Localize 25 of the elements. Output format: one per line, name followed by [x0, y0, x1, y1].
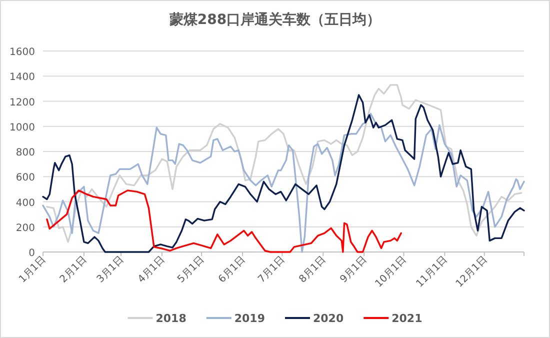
x-tick-label: 4月1日	[136, 254, 168, 286]
legend-label: 2018	[156, 312, 186, 325]
legend-label: 2019	[234, 312, 265, 325]
y-tick-label: 200	[16, 222, 35, 234]
y-tick-label: 1000	[10, 122, 35, 134]
legend-label: 2021	[392, 312, 422, 325]
x-tick-label: 5月1日	[176, 254, 207, 286]
y-tick-label: 1400	[10, 72, 35, 84]
y-tick-label: 600	[16, 172, 35, 184]
x-tick-label: 12月1日	[454, 254, 490, 290]
y-tick-label: 1200	[10, 97, 35, 108]
x-tick-label: 11月1日	[414, 254, 450, 290]
x-tick-label: 8月1日	[297, 254, 328, 286]
y-tick-label: 0	[28, 248, 35, 259]
y-tick-label: 1600	[10, 47, 35, 58]
x-tick-label: 10月1日	[373, 254, 409, 290]
x-tick-label: 7月1日	[256, 254, 288, 286]
y-tick-label: 400	[16, 198, 35, 209]
y-tick-label: 800	[16, 148, 35, 158]
x-tick-label: 9月1日	[338, 254, 370, 286]
legend-label: 2020	[313, 312, 344, 325]
x-tick-label: 6月1日	[216, 254, 248, 286]
chart-title: 蒙煤288口岸通关车数（五日均）	[168, 11, 381, 28]
x-tick-label: 2月1日	[58, 254, 90, 286]
x-tick-label: 3月1日	[95, 254, 126, 286]
